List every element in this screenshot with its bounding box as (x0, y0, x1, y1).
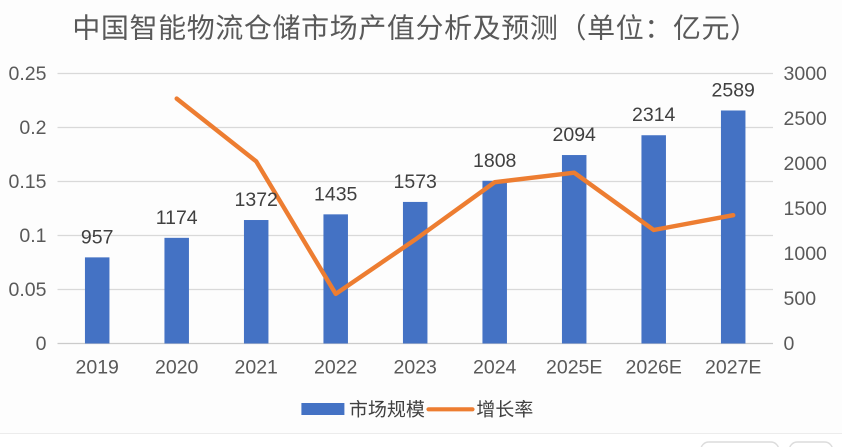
svg-text:2021: 2021 (235, 357, 278, 379)
svg-text:2020: 2020 (155, 357, 199, 379)
svg-text:0.05: 0.05 (9, 279, 47, 301)
svg-text:1000: 1000 (784, 243, 828, 265)
svg-text:2022: 2022 (314, 357, 357, 379)
svg-text:2023: 2023 (394, 357, 437, 379)
svg-text:1808: 1808 (473, 150, 516, 172)
svg-text:2314: 2314 (632, 104, 676, 126)
svg-text:2589: 2589 (712, 80, 755, 102)
svg-text:1372: 1372 (235, 189, 278, 211)
svg-text:500: 500 (784, 288, 817, 310)
svg-text:0.1: 0.1 (19, 225, 46, 247)
svg-text:2094: 2094 (553, 124, 597, 146)
svg-text:2500: 2500 (784, 108, 828, 130)
svg-text:0.15: 0.15 (9, 171, 47, 193)
svg-text:2025E: 2025E (546, 357, 602, 379)
svg-text:1573: 1573 (394, 171, 437, 193)
svg-text:0.2: 0.2 (19, 117, 46, 139)
svg-text:957: 957 (81, 226, 114, 248)
svg-text:2027E: 2027E (705, 357, 761, 379)
svg-text:2024: 2024 (473, 357, 517, 379)
svg-text:2019: 2019 (76, 357, 119, 379)
svg-text:0.25: 0.25 (9, 63, 47, 85)
svg-text:1174: 1174 (156, 207, 198, 229)
svg-text:3000: 3000 (784, 63, 828, 85)
svg-text:1435: 1435 (314, 183, 358, 205)
svg-text:0: 0 (784, 333, 795, 355)
svg-text:2026E: 2026E (626, 357, 682, 379)
svg-text:0: 0 (36, 333, 47, 355)
svg-text:2000: 2000 (784, 153, 828, 175)
svg-text:1500: 1500 (784, 198, 828, 220)
